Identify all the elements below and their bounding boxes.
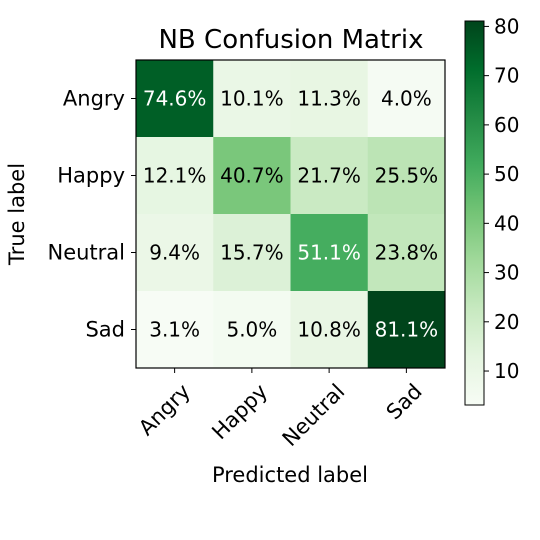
heatmap-cell bbox=[136, 214, 214, 292]
x-tick-label: Happy bbox=[207, 379, 272, 444]
cell-value-label: 3.1% bbox=[149, 318, 200, 342]
cell-value-label: 51.1% bbox=[297, 241, 361, 265]
x-tick-label: Angry bbox=[134, 379, 195, 440]
cell-value-label: 12.1% bbox=[143, 164, 207, 188]
colorbar-tick-label: 10 bbox=[494, 359, 519, 383]
x-axis-label: Predicted label bbox=[212, 463, 368, 487]
plot-frame bbox=[135, 59, 446, 369]
heatmap-cell bbox=[290, 214, 369, 292]
colorbar-tick-label: 80 bbox=[494, 14, 519, 38]
heatmap-cell bbox=[367, 137, 446, 215]
y-tick-label: Sad bbox=[85, 318, 125, 342]
heatmap-cell bbox=[213, 291, 291, 369]
x-tick-label: Sad bbox=[382, 379, 427, 424]
heatmap-cell bbox=[367, 214, 446, 292]
heatmap-cells bbox=[136, 60, 446, 369]
heatmap-cell bbox=[290, 60, 369, 138]
heatmap-cell bbox=[136, 60, 214, 138]
heatmap-cell bbox=[213, 137, 291, 215]
cell-value-label: 4.0% bbox=[381, 87, 432, 111]
y-tick-label: Neutral bbox=[47, 241, 125, 265]
heatmap-cell bbox=[290, 137, 369, 215]
cell-value-label: 10.8% bbox=[297, 318, 361, 342]
cell-value-label: 15.7% bbox=[220, 241, 284, 265]
cell-value-label: 74.6% bbox=[143, 87, 207, 111]
x-axis-ticks: Angry Happy Neutral Sad bbox=[134, 368, 427, 451]
colorbar-tick-label: 30 bbox=[494, 261, 519, 285]
heatmap-cell bbox=[367, 291, 446, 369]
heatmap-cell bbox=[136, 137, 214, 215]
heatmap-cell bbox=[213, 60, 291, 138]
colorbar-tick-label: 50 bbox=[494, 162, 519, 186]
cell-value-labels: 74.6% 10.1% 11.3% 4.0% 12.1% 40.7% 21.7% 25.5% 9… bbox=[143, 87, 438, 342]
chart-title: NB Confusion Matrix bbox=[158, 25, 423, 55]
cell-value-label: 25.5% bbox=[375, 164, 439, 188]
colorbar bbox=[464, 20, 485, 406]
y-tick-label: Angry bbox=[63, 87, 125, 111]
colorbar-ticks: 10 20 30 40 50 60 70 80 bbox=[484, 14, 519, 383]
cell-value-label: 11.3% bbox=[297, 87, 361, 111]
y-axis-ticks: Angry Happy Neutral Sad bbox=[47, 87, 136, 342]
colorbar-tick-label: 20 bbox=[494, 310, 519, 334]
cell-value-label: 40.7% bbox=[220, 164, 284, 188]
y-tick-label: Happy bbox=[57, 164, 125, 188]
heatmap-cell bbox=[367, 60, 446, 138]
cell-value-label: 9.4% bbox=[149, 241, 200, 265]
heatmap-cell bbox=[213, 214, 291, 292]
cell-value-label: 5.0% bbox=[226, 318, 277, 342]
y-axis-label: True label bbox=[5, 163, 29, 266]
heatmap-cell bbox=[136, 291, 214, 369]
cell-value-label: 23.8% bbox=[375, 241, 439, 265]
cell-value-label: 81.1% bbox=[375, 318, 439, 342]
colorbar-tick-label: 40 bbox=[494, 211, 519, 235]
colorbar-tick-label: 70 bbox=[494, 64, 519, 88]
colorbar-tick-label: 60 bbox=[494, 113, 519, 137]
cell-value-label: 10.1% bbox=[220, 87, 284, 111]
x-tick-label: Neutral bbox=[278, 379, 350, 451]
cell-value-label: 21.7% bbox=[297, 164, 361, 188]
heatmap-cell bbox=[290, 291, 369, 369]
